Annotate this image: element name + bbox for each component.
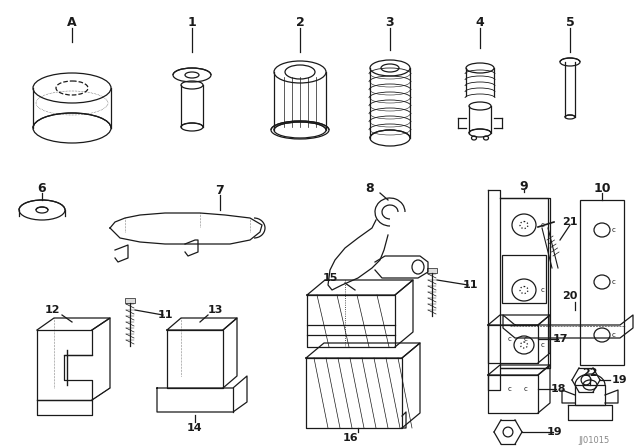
Text: 11: 11 (157, 310, 173, 320)
Text: 9: 9 (520, 180, 528, 193)
Text: 21: 21 (563, 217, 578, 227)
Text: 5: 5 (566, 16, 574, 29)
Text: 3: 3 (386, 16, 394, 29)
Text: c: c (541, 287, 545, 293)
Bar (427, 268, 437, 273)
Bar (580, 200, 624, 365)
Text: 20: 20 (563, 291, 578, 301)
Text: 19: 19 (547, 427, 563, 437)
Text: c: c (508, 336, 512, 342)
Text: JJ01015: JJ01015 (579, 435, 610, 444)
Text: 19: 19 (612, 375, 628, 385)
Bar (125, 298, 135, 303)
Text: 17: 17 (552, 334, 568, 344)
Text: A: A (67, 16, 77, 29)
Text: 16: 16 (342, 433, 358, 443)
Text: 14: 14 (187, 423, 203, 433)
Text: 12: 12 (44, 305, 60, 315)
Text: 8: 8 (365, 181, 374, 194)
Text: c: c (612, 227, 616, 233)
Text: c: c (508, 386, 512, 392)
Text: 6: 6 (38, 181, 46, 194)
Text: 22: 22 (582, 368, 598, 378)
Text: 10: 10 (593, 181, 611, 194)
Text: c: c (612, 332, 616, 338)
Text: c: c (612, 279, 616, 285)
Bar (502, 255, 546, 303)
Text: c: c (524, 386, 528, 392)
Text: 11: 11 (462, 280, 477, 290)
Text: c: c (524, 336, 528, 342)
Text: 2: 2 (296, 16, 305, 29)
Text: 15: 15 (323, 273, 338, 283)
Text: 4: 4 (476, 16, 484, 29)
Text: 18: 18 (550, 384, 566, 394)
Text: 1: 1 (188, 16, 196, 29)
Text: c: c (541, 222, 545, 228)
Text: 7: 7 (216, 184, 225, 197)
Text: c: c (541, 342, 545, 348)
Text: 13: 13 (207, 305, 223, 315)
